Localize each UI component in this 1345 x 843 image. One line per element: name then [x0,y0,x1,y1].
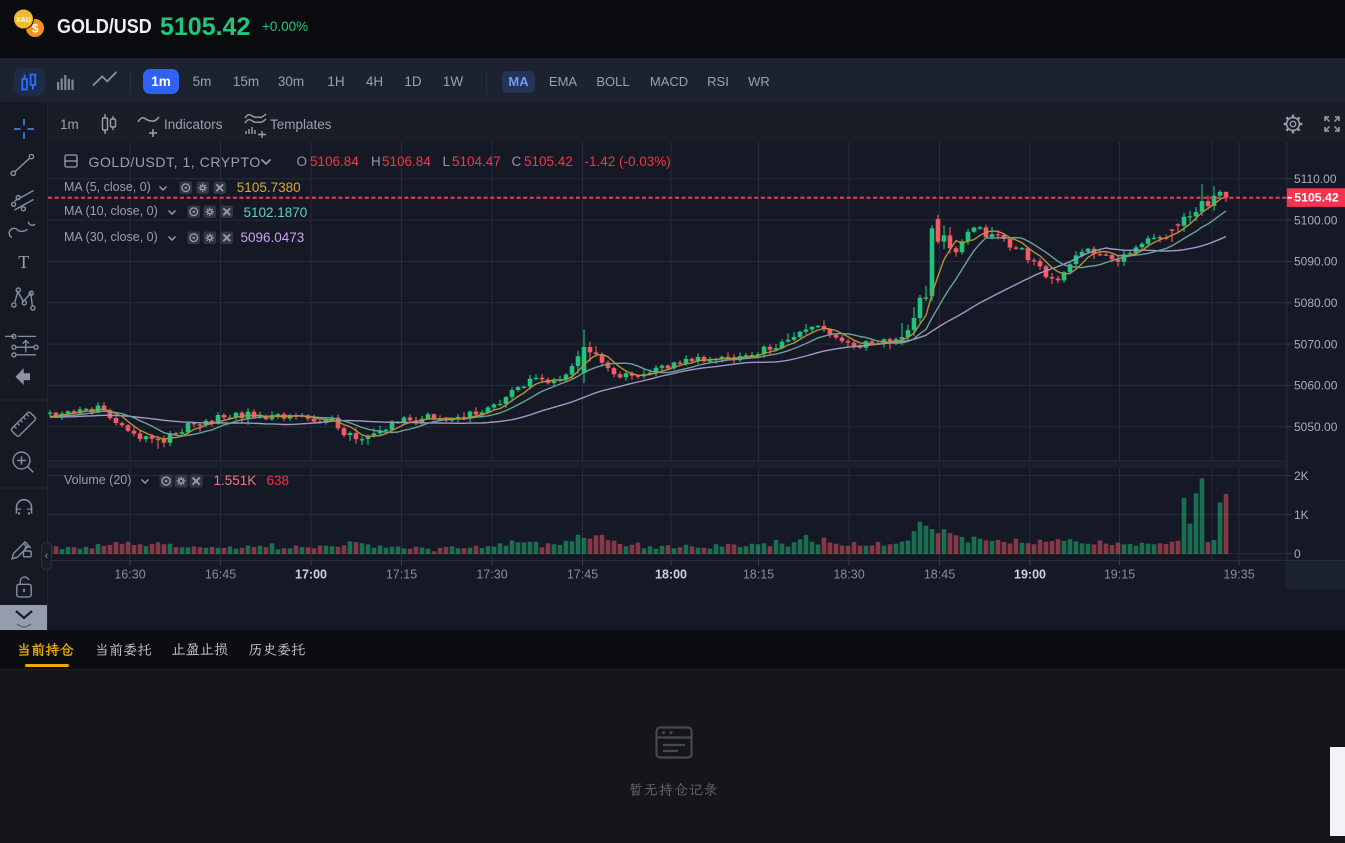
svg-text:$: $ [32,22,39,36]
svg-text:16:30: 16:30 [114,568,145,582]
svg-text:T: T [18,252,29,272]
svg-text:XAU: XAU [16,17,31,24]
svg-text:2K: 2K [1294,469,1309,483]
svg-text:17:45: 17:45 [567,568,598,582]
svg-text:18:45: 18:45 [924,568,955,582]
svg-text:16:45: 16:45 [205,568,236,582]
svg-text:19:35: 19:35 [1223,568,1254,582]
svg-text:5090.00: 5090.00 [1294,255,1338,269]
svg-text:5110.00: 5110.00 [1294,172,1337,186]
svg-text:5080.00: 5080.00 [1294,296,1338,310]
svg-text:19:15: 19:15 [1104,568,1135,582]
svg-text:5105.42: 5105.42 [1294,191,1339,205]
svg-text:5060.00: 5060.00 [1294,379,1338,393]
svg-text:17:30: 17:30 [476,568,507,582]
svg-text:0: 0 [1294,547,1301,561]
svg-text:1K: 1K [1294,508,1309,522]
svg-text:5070.00: 5070.00 [1294,337,1338,351]
svg-text:17:15: 17:15 [386,568,417,582]
svg-text:17:00: 17:00 [295,568,327,582]
svg-text:5050.00: 5050.00 [1294,420,1338,434]
svg-text:18:00: 18:00 [655,568,687,582]
svg-text:19:00: 19:00 [1014,568,1046,582]
svg-text:18:30: 18:30 [833,568,864,582]
svg-text:5100.00: 5100.00 [1294,213,1338,227]
svg-text:18:15: 18:15 [743,568,774,582]
